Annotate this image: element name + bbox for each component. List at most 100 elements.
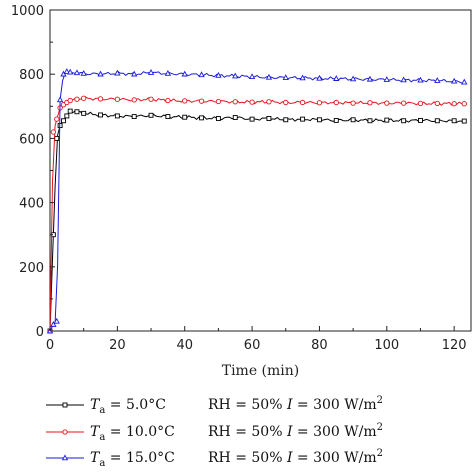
data-point	[383, 76, 390, 82]
series-line	[49, 110, 465, 332]
x-tick-label: 40	[176, 338, 193, 353]
data-point	[282, 74, 289, 80]
data-point	[198, 98, 205, 104]
data-point	[401, 118, 407, 124]
data-point	[73, 69, 81, 76]
series-line	[49, 96, 465, 332]
data-point	[316, 117, 322, 123]
series-1	[47, 108, 467, 334]
series-3	[46, 68, 468, 334]
legend-i-symbol: I	[286, 397, 293, 413]
y-tick-label: 0	[36, 325, 44, 340]
data-point	[366, 75, 374, 82]
legend-i-superscript: 2	[377, 448, 383, 459]
data-point	[265, 73, 273, 80]
data-point	[232, 115, 238, 120]
data-point	[114, 113, 120, 119]
data-point	[53, 317, 60, 324]
legend-temp: = 5.0°C	[105, 397, 166, 413]
x-tick-label: 100	[374, 338, 399, 353]
data-point	[249, 116, 255, 122]
data-point	[299, 99, 306, 106]
data-point	[350, 100, 356, 106]
data-point	[182, 98, 188, 104]
legend-label: Ta = 15.0°C	[90, 450, 175, 469]
data-point	[384, 117, 390, 123]
data-point	[299, 74, 306, 81]
legend-t-subscript: a	[99, 405, 105, 416]
axes-layer: 0 20 40 60 80 100 120 0 200 400 600 800 1000	[11, 4, 467, 353]
data-point	[417, 76, 424, 83]
legend-i-symbol: I	[286, 424, 293, 440]
legend-label-rh: RH = 50% I = 300 W/m2	[208, 422, 383, 440]
legend-i-value: = 300 W/m	[292, 424, 376, 440]
data-point	[56, 96, 64, 103]
data-point	[384, 100, 390, 106]
data-point	[182, 114, 188, 120]
legend-t-subscript: a	[99, 458, 105, 469]
data-point	[266, 99, 272, 105]
data-point	[434, 100, 440, 107]
data-point	[81, 110, 87, 116]
legend-label: Ta = 10.0°C	[90, 424, 175, 443]
data-point	[266, 116, 272, 121]
data-point	[248, 73, 256, 80]
data-point	[131, 70, 138, 77]
legend-i-value: = 300 W/m	[292, 450, 376, 466]
legend-label-rh: RH = 50% I = 300 W/m2	[208, 395, 383, 413]
data-point	[74, 109, 80, 115]
data-point	[350, 117, 356, 123]
data-point	[461, 118, 467, 124]
data-point	[148, 96, 154, 102]
data-point	[54, 135, 60, 141]
data-point	[333, 75, 340, 81]
legend-rh: RH = 50%	[208, 424, 287, 440]
data-point	[81, 95, 87, 101]
data-point	[400, 76, 407, 83]
data-point	[451, 101, 457, 107]
legend-i-superscript: 2	[377, 422, 383, 433]
data-point	[451, 118, 457, 124]
data-point	[333, 117, 339, 123]
data-point	[215, 98, 222, 105]
data-point	[97, 70, 104, 77]
legend-item-1: Ta = 5.0°C RH = 50% I = 300 W/m2	[46, 395, 383, 416]
legend-rh: RH = 50%	[208, 450, 287, 466]
y-tick-label: 1000	[11, 4, 44, 19]
data-point	[80, 70, 87, 76]
data-point	[62, 402, 68, 408]
data-point	[316, 74, 323, 81]
data-point	[198, 71, 205, 78]
data-point	[50, 321, 57, 327]
data-point	[232, 99, 238, 105]
data-point	[114, 96, 121, 102]
data-point	[434, 77, 441, 83]
x-tick-label: 0	[46, 338, 54, 353]
data-point	[61, 118, 66, 124]
data-point	[461, 101, 467, 107]
legend-i-superscript: 2	[377, 395, 383, 406]
y-tick-label: 400	[19, 197, 44, 212]
data-point	[67, 68, 74, 75]
legend-i-value: = 300 W/m	[292, 397, 376, 413]
legend-temp: = 15.0°C	[105, 450, 175, 466]
legend-item-2: Ta = 10.0°C RH = 50% I = 300 W/m2	[46, 422, 383, 443]
data-point	[74, 96, 80, 102]
x-axis-title: Time (min)	[222, 363, 300, 379]
x-tick-label: 60	[244, 338, 261, 353]
data-point	[165, 114, 171, 120]
data-point	[62, 429, 68, 435]
data-point	[249, 99, 255, 105]
y-tick-label: 800	[19, 68, 44, 83]
data-point	[131, 97, 137, 103]
data-point	[131, 114, 137, 120]
data-point	[50, 129, 57, 135]
data-point	[147, 69, 155, 75]
data-point	[97, 96, 104, 102]
plot-area	[49, 9, 472, 332]
data-point	[333, 99, 339, 106]
x-tick-label: 80	[311, 338, 328, 353]
data-point	[67, 108, 73, 114]
